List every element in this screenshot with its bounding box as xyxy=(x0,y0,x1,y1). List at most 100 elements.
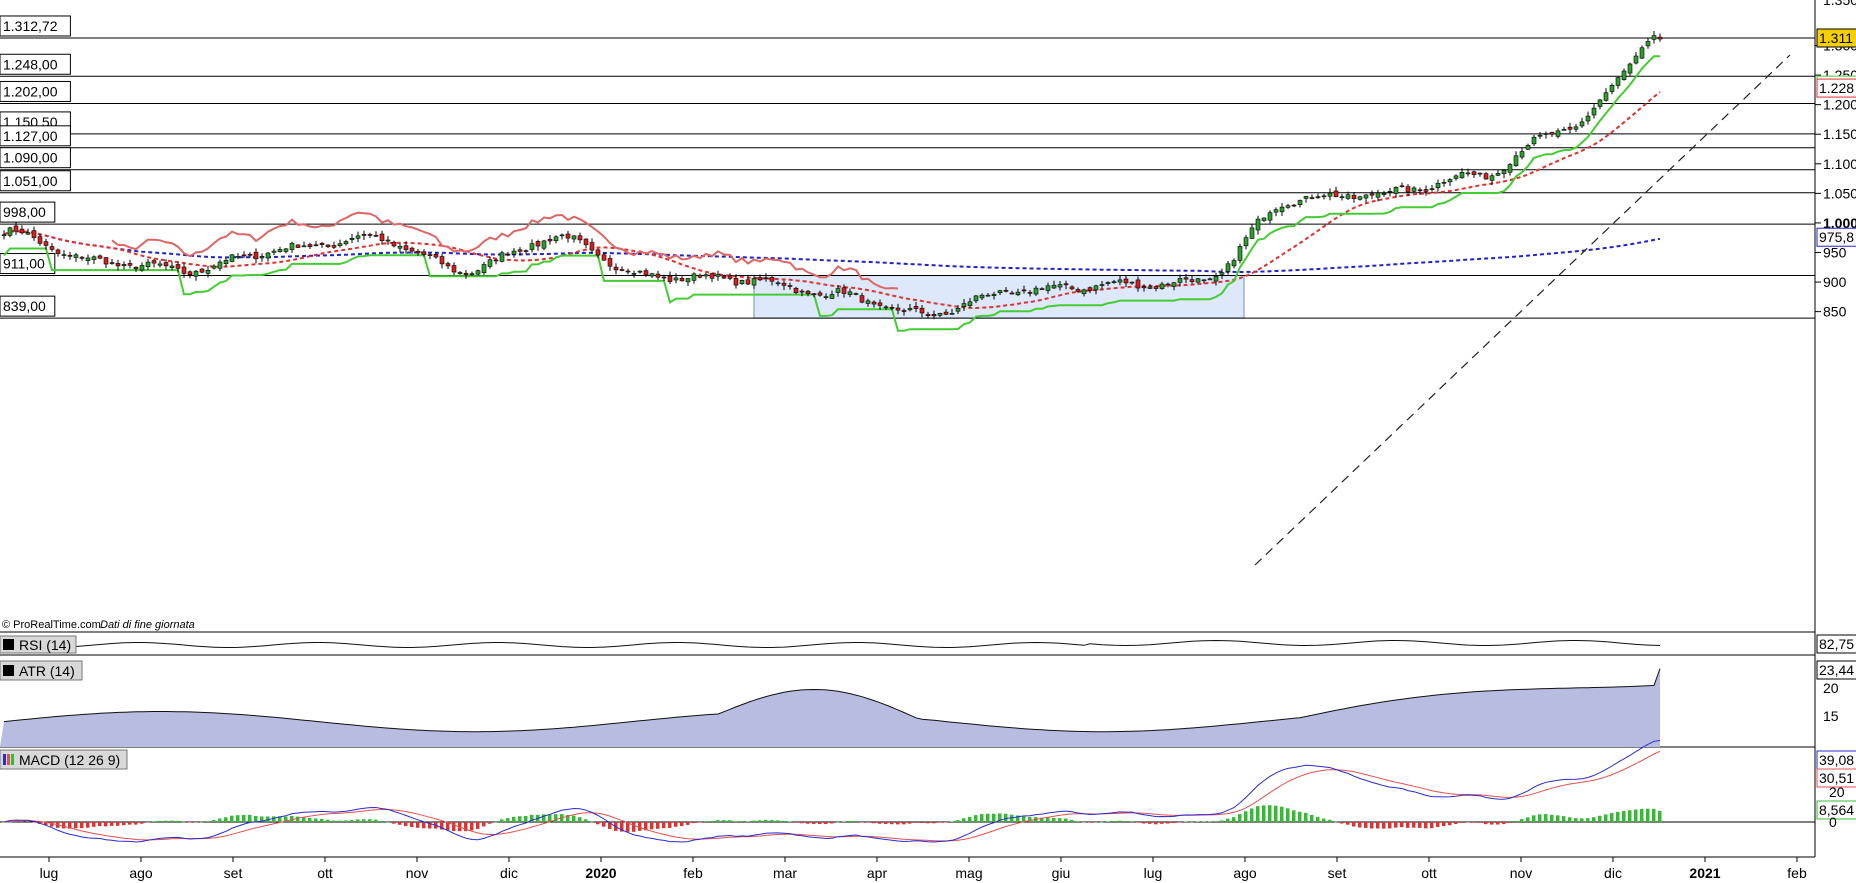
candle-bear xyxy=(877,302,883,306)
macd-hist-bar xyxy=(542,814,546,822)
macd-hist-bar xyxy=(1364,822,1368,828)
macd-hist-bar xyxy=(1460,822,1464,823)
macd-hist-bar xyxy=(1184,821,1188,823)
macd-hist-bar xyxy=(740,821,744,822)
macd-hist-bar xyxy=(518,816,522,822)
macd-hist-bar xyxy=(440,822,444,830)
candle-bull xyxy=(1105,282,1111,284)
rsi-swatch xyxy=(3,639,14,650)
macd-hist-bar xyxy=(908,822,912,824)
macd-hist-bar xyxy=(1340,822,1344,824)
candle-bear xyxy=(1003,290,1009,292)
candle-bear xyxy=(523,250,529,252)
candle-bull xyxy=(1249,227,1255,239)
macd-hist-bar xyxy=(1652,808,1656,822)
candle-bear xyxy=(67,254,73,257)
level-label: 1.312,72 xyxy=(3,18,58,34)
candle-bear xyxy=(13,225,19,232)
macd-hist-bar xyxy=(800,822,804,824)
candle-bear xyxy=(1021,289,1027,292)
candle-bull xyxy=(1645,41,1651,47)
candle-bull xyxy=(1231,260,1237,267)
macd-hist-bar xyxy=(1220,820,1224,822)
level-label: 998,00 xyxy=(3,204,46,220)
candle-bull xyxy=(265,252,271,259)
macd-hist-bar xyxy=(608,822,612,830)
candle-bull xyxy=(703,274,709,277)
macd-hist-bar xyxy=(1424,822,1428,829)
candle-bull xyxy=(511,250,517,255)
candle-bull xyxy=(1129,281,1135,284)
macd-hist-bar xyxy=(710,820,714,822)
macd-hist-bar xyxy=(470,822,474,831)
candle-bull xyxy=(223,259,229,264)
macd-hist-bar xyxy=(1142,822,1146,824)
level-label: 1.248,00 xyxy=(3,56,58,72)
candle-bull xyxy=(1615,77,1621,86)
x-tick-label: set xyxy=(1328,865,1347,881)
candle-bull xyxy=(865,300,871,304)
candle-bull xyxy=(1045,285,1051,291)
candle-bull xyxy=(991,293,997,296)
macd-hist-bar xyxy=(1178,822,1182,823)
candle-bear xyxy=(793,287,799,294)
candle-bear xyxy=(1141,286,1147,289)
candle-bull xyxy=(1627,63,1633,74)
candle-bull xyxy=(385,239,391,242)
macd-hist-bar xyxy=(920,822,924,824)
candle-bear xyxy=(733,278,739,286)
candle-bear xyxy=(595,249,601,256)
x-tick-label: dic xyxy=(500,865,518,881)
level-label-box xyxy=(0,253,56,275)
candle-bear xyxy=(565,233,571,239)
macd-hist-bar xyxy=(1046,817,1050,822)
candle-bear xyxy=(379,233,385,241)
candle-bull xyxy=(1279,206,1285,213)
candle-bear xyxy=(391,241,397,247)
macd-hist-bar xyxy=(140,822,144,824)
macd-hist-bar xyxy=(278,816,282,822)
macd-hist-bar xyxy=(1550,814,1554,822)
candle-bear xyxy=(667,275,673,282)
macd-hist-bar xyxy=(158,820,162,822)
rsi-label: RSI (14) xyxy=(19,637,71,653)
candle-bear xyxy=(439,256,445,265)
macd-hist-bar xyxy=(1406,822,1410,828)
candle-bear xyxy=(361,234,367,236)
macd-hist-bar xyxy=(1316,816,1320,822)
macd-hist-bar xyxy=(1394,822,1398,828)
macd-hist-bar xyxy=(92,822,96,827)
candle-bull xyxy=(937,313,943,316)
level-label: 1.090,00 xyxy=(3,150,58,166)
macd-line xyxy=(3,740,1661,843)
x-tick-label: ott xyxy=(1421,865,1437,881)
candle-bull xyxy=(949,313,955,315)
candle-bull xyxy=(967,301,973,306)
macd-hist-bar xyxy=(1496,822,1500,825)
candle-bull xyxy=(1357,196,1363,200)
atr-line xyxy=(3,668,1661,733)
candle-bear xyxy=(403,245,409,250)
candle-bull xyxy=(475,270,481,275)
candle-bear xyxy=(1123,278,1129,284)
macd-hist-bar xyxy=(842,821,846,823)
macd-hist-bar xyxy=(230,815,234,822)
atr-tick-label: 20 xyxy=(1823,680,1839,696)
macd-hist-bar xyxy=(1238,814,1242,822)
macd-hist-bar xyxy=(626,822,630,832)
macd-hist-bar xyxy=(1520,819,1524,822)
macd-hist-bar xyxy=(860,822,864,823)
price-tick-label: 850 xyxy=(1823,304,1847,320)
candle-bull xyxy=(1651,35,1657,40)
candle-bear xyxy=(721,276,727,279)
x-tick-label: feb xyxy=(683,865,703,881)
macd-hist-bar xyxy=(1334,821,1338,823)
macd-hist-bar xyxy=(896,822,900,825)
candle-bull xyxy=(751,278,757,286)
candle-bear xyxy=(1657,36,1663,40)
last-price-tag: 1.311 xyxy=(1819,30,1853,46)
candle-bear xyxy=(727,275,733,279)
macd-hist-bar xyxy=(236,815,240,822)
macd-hist-bar xyxy=(1508,822,1512,823)
macd-hist-bar xyxy=(326,819,330,822)
